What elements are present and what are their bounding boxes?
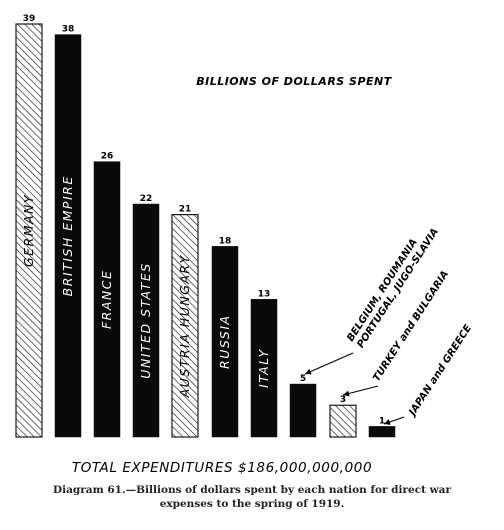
value-label-germany: 39 xyxy=(23,14,36,24)
total-expenditures: TOTAL EXPENDITURES $186,000,000,000 xyxy=(72,460,372,476)
annotation-2-arrow xyxy=(342,385,379,396)
value-label-france: 26 xyxy=(101,152,114,162)
caption-line-2: expenses to the spring of 1919. xyxy=(160,498,345,510)
value-label-russia: 18 xyxy=(219,236,232,246)
caption-line-1: Diagram 61.—Billions of dollars spent by… xyxy=(53,484,451,496)
annotation-3-line-1: JAPAN and GREECE xyxy=(406,323,474,419)
bar-germany xyxy=(15,23,43,438)
bar-turkey-and-bulgaria xyxy=(329,404,357,438)
bar-austria-hungary xyxy=(171,214,199,438)
bar-france xyxy=(93,161,121,438)
value-label-austria-hungary: 21 xyxy=(179,205,192,215)
labels-layer: 39 GERMANY 38 BRITISH EMPIRE 26 FRANCE 22 UNITE… xyxy=(21,14,385,426)
annotation-1-arrow xyxy=(304,352,354,375)
bar-label-united-states: UNITED STATES xyxy=(138,262,153,378)
bar-united-states xyxy=(132,203,160,438)
value-label-japan-and-greece: 1 xyxy=(379,416,385,426)
bar-japan-and-greece xyxy=(368,426,396,438)
value-label-turkey-and-bulgaria: 3 xyxy=(340,395,346,405)
bar-belgium-roumania-portugal-jugo-slavia xyxy=(289,383,317,438)
bar-british-empire xyxy=(54,34,82,438)
bar-label-germany: GERMANY xyxy=(21,194,36,267)
bar-russia xyxy=(211,246,239,438)
bar-label-russia: RUSSIA xyxy=(217,314,232,369)
value-label-british-empire: 38 xyxy=(62,25,75,35)
value-label-united-states: 22 xyxy=(140,194,153,204)
bar-label-france: FRANCE xyxy=(99,270,114,329)
annotation-1-arrowhead xyxy=(305,368,312,375)
chart-title: BILLIONS OF DOLLARS SPENT xyxy=(196,75,393,88)
bar-label-british-empire: BRITISH EMPIRE xyxy=(60,175,75,296)
bar-italy xyxy=(250,299,278,438)
bars-layer xyxy=(15,23,396,438)
bar-label-italy: ITALY xyxy=(256,348,271,388)
value-label-belgium-roumania-portugal-jugo-slavia: 5 xyxy=(300,374,306,384)
value-label-italy: 13 xyxy=(258,289,271,299)
annotation-3: JAPAN and GREECE xyxy=(406,323,474,419)
annotation-3-arrowhead xyxy=(384,419,391,425)
annotation-2-arrowhead xyxy=(343,390,350,397)
bar-label-austria-hungary: AUSTRIA HUNGARY xyxy=(177,254,192,398)
